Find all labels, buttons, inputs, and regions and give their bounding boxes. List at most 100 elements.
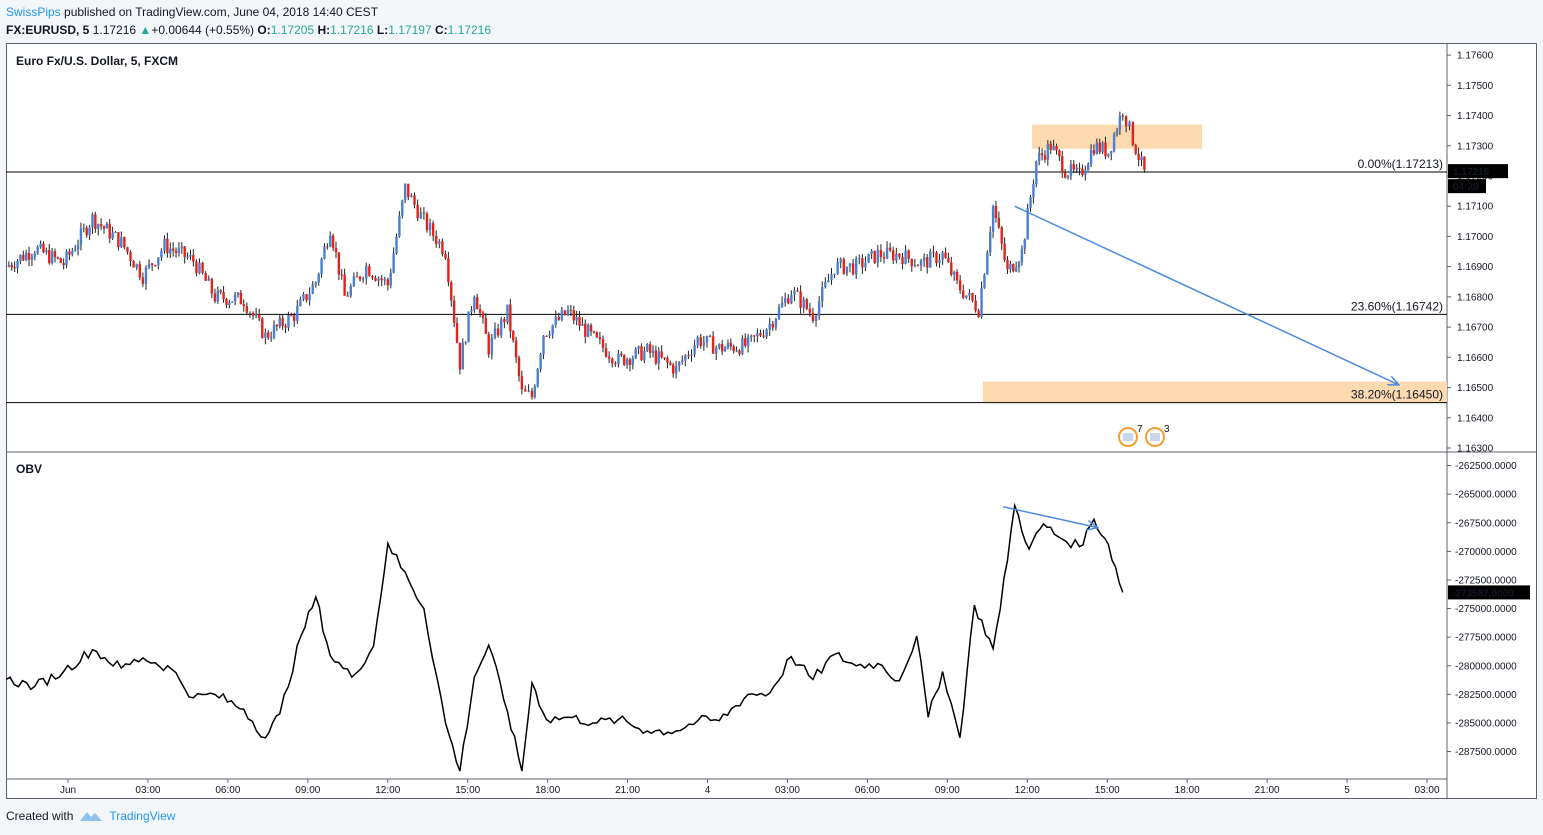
candle-body-257 <box>771 323 775 328</box>
candle-body-179 <box>539 354 542 370</box>
candle-body-373 <box>1118 115 1122 131</box>
candle-body-297 <box>895 253 898 261</box>
candle-body-58 <box>177 248 181 253</box>
candle-body-372 <box>1115 130 1119 135</box>
price-tick-10: 1.16600 <box>1457 353 1494 364</box>
candle-body-219 <box>657 351 660 364</box>
candle-body-220 <box>660 351 663 358</box>
candle-body-341 <box>1026 208 1029 240</box>
candle-body-259 <box>777 307 781 319</box>
candle-body-200 <box>601 339 605 348</box>
candle-body-294 <box>885 247 889 259</box>
candle-body-44 <box>135 264 138 268</box>
candle-body-181 <box>545 335 548 337</box>
candle-body-314 <box>947 257 950 263</box>
tradingview-link[interactable]: TradingView <box>109 809 176 823</box>
event-count-1: 3 <box>1164 424 1170 435</box>
time-tick-7: 21:00 <box>615 785 640 796</box>
candle-body-337 <box>1014 267 1018 272</box>
obv-series-line <box>6 502 1124 772</box>
candle-body-291 <box>876 250 880 263</box>
candle-body-215 <box>646 344 649 351</box>
candle-body-305 <box>919 260 923 266</box>
candle-body-134 <box>403 183 407 201</box>
candle-body-167 <box>503 319 506 323</box>
candle-body-380 <box>1140 156 1143 161</box>
candle-body-184 <box>554 316 557 326</box>
price-tick-13: 1.16300 <box>1457 443 1494 454</box>
candle-body-5 <box>22 254 25 261</box>
candle-body-122 <box>368 266 371 277</box>
candle-body-318 <box>958 280 962 291</box>
candle-body-64 <box>195 261 198 274</box>
candle-body-258 <box>774 318 778 328</box>
candle-body-168 <box>506 304 509 323</box>
candle-body-135 <box>407 183 410 198</box>
candle-body-91 <box>275 324 279 327</box>
candle-body-304 <box>916 265 920 267</box>
candle-body-154 <box>464 342 467 344</box>
candle-body-111 <box>334 248 338 253</box>
candle-body-317 <box>955 271 959 281</box>
time-tick-13: 15:00 <box>1095 785 1120 796</box>
time-tick-8: 4 <box>705 785 711 796</box>
candle-body-292 <box>879 250 883 258</box>
candle-body-283 <box>851 263 855 275</box>
time-tick-16: 5 <box>1344 785 1350 796</box>
author-link[interactable]: SwissPips <box>6 5 61 19</box>
candle-body-272 <box>817 301 821 317</box>
candle-body-250 <box>750 335 753 338</box>
time-tick-0: Jun <box>60 785 76 796</box>
candle-body-104 <box>314 282 318 285</box>
candle-body-218 <box>654 350 658 364</box>
candle-body-73 <box>222 291 225 300</box>
candle-body-236 <box>708 335 712 337</box>
candle-body-56 <box>171 248 175 251</box>
candle-body-213 <box>640 346 643 361</box>
candle-body-322 <box>971 293 974 301</box>
candle-body-334 <box>1006 259 1009 270</box>
candle-body-54 <box>166 238 169 254</box>
candle-body-204 <box>614 363 617 365</box>
candle-body-121 <box>365 266 368 279</box>
low-value: 1.17197 <box>388 23 432 37</box>
up-arrow-icon: ▲ <box>139 23 152 37</box>
candle-body-74 <box>225 299 228 305</box>
obv-tick-8: -282500.0000 <box>1455 690 1517 701</box>
candle-body-136 <box>410 195 413 198</box>
candle-body-313 <box>944 252 947 258</box>
candle-body-43 <box>132 261 135 268</box>
candle-body-35 <box>108 223 111 239</box>
candle-body-358 <box>1075 167 1078 170</box>
candle-body-78 <box>236 292 240 295</box>
candle-body-72 <box>219 290 222 292</box>
close-label: C: <box>434 23 448 37</box>
candle-body-14 <box>48 250 51 264</box>
candle-body-339 <box>1020 248 1024 263</box>
candle-body-251 <box>753 335 756 337</box>
candle-body-71 <box>216 290 220 302</box>
candle-body-202 <box>607 356 611 359</box>
candle-body-47 <box>144 267 148 284</box>
chart-canvas[interactable]: 0.00%(1.17213) 23.60%(1.16742) 38.20%(1.16… <box>6 43 1537 799</box>
candle-body-164 <box>493 328 497 338</box>
candle-body-338 <box>1017 262 1021 268</box>
tradingview-logo-icon <box>80 812 103 821</box>
published-text: published on TradingView.com, June 04, 2… <box>64 5 379 19</box>
candle-body-263 <box>790 294 793 304</box>
candle-body-189 <box>569 309 573 311</box>
candle-body-327 <box>986 252 989 275</box>
candle-body-94 <box>284 326 287 328</box>
candle-body-114 <box>343 274 346 296</box>
candle-body-12 <box>42 243 45 253</box>
candle-body-201 <box>604 347 608 357</box>
footer: Created with TradingView <box>6 809 175 823</box>
candle-body-228 <box>684 355 687 361</box>
time-tick-1: 03:00 <box>135 785 160 796</box>
candle-body-55 <box>169 248 172 254</box>
candle-body-53 <box>163 238 166 251</box>
candle-body-137 <box>413 195 416 205</box>
candle-body-84 <box>254 314 258 316</box>
candle-body-112 <box>337 252 341 275</box>
candle-body-180 <box>542 335 545 355</box>
